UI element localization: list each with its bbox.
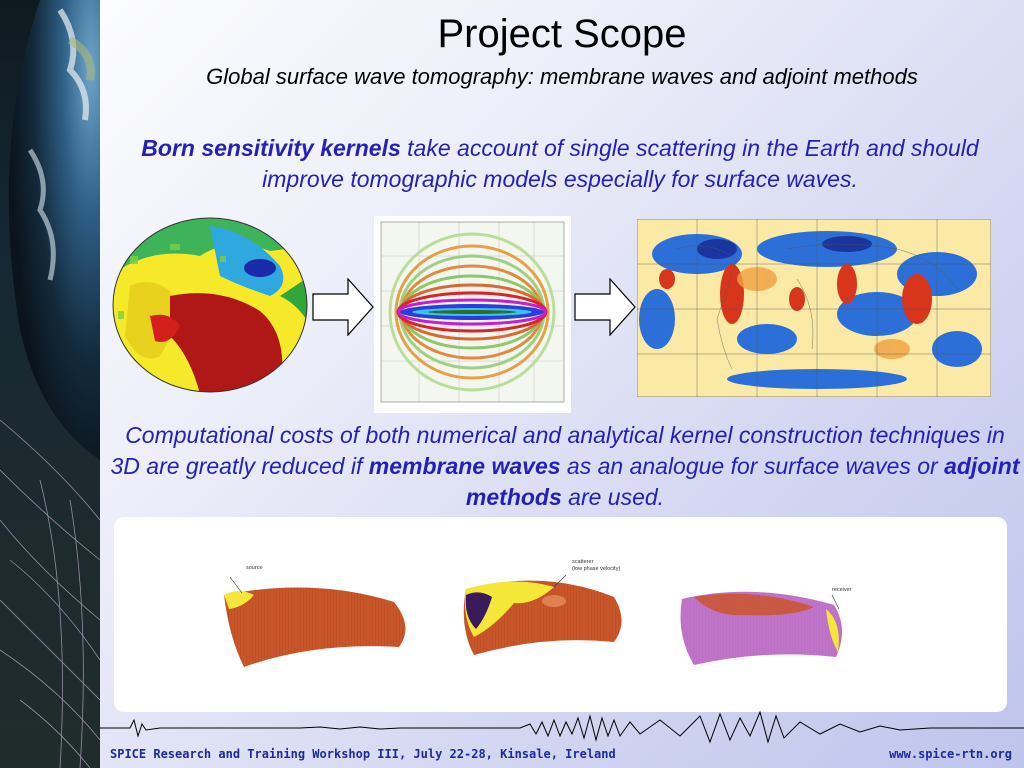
seismogram-trace	[100, 710, 1024, 744]
receiver-label: receiver	[832, 587, 852, 593]
footer-workshop-text: SPICE Research and Training Workshop III…	[110, 747, 616, 761]
born-kernels-text: take account of single scattering in the…	[262, 135, 979, 192]
scatterer-sublabel: (low phase velocity)	[572, 566, 620, 572]
sensitivity-kernel-image	[374, 216, 571, 413]
costs-text-1: Computational costs of both numerical an…	[110, 422, 1005, 479]
right-arrow-icon	[574, 278, 636, 336]
membrane-waves-bold: membrane waves	[368, 453, 561, 479]
slide-title: Project Scope	[437, 12, 687, 56]
right-arrow-icon	[312, 278, 374, 336]
born-kernels-paragraph: Born sensitivity kernels take account of…	[120, 133, 1000, 195]
costs-text-3: are used.	[561, 484, 665, 510]
adjoint-methods-bold: adjoint methods	[465, 453, 1020, 510]
slide-subtitle: Global surface wave tomography: membrane…	[206, 64, 918, 89]
source-label: source	[246, 565, 263, 571]
globe-model-image	[112, 217, 308, 393]
footer-website-link[interactable]: www.spice-rtn.org	[889, 747, 1012, 761]
costs-text-2: as an analogue for surface waves or	[560, 453, 945, 479]
earth-image-strip	[0, 0, 100, 768]
world-tomography-map-image	[637, 219, 991, 397]
computational-costs-paragraph: Computational costs of both numerical an…	[110, 420, 1020, 513]
born-kernels-bold: Born sensitivity kernels	[141, 135, 401, 161]
scatterer-label: scatterer	[572, 559, 594, 565]
wavefield-panel: source scatterer (low phase velocity) re…	[114, 517, 1007, 712]
